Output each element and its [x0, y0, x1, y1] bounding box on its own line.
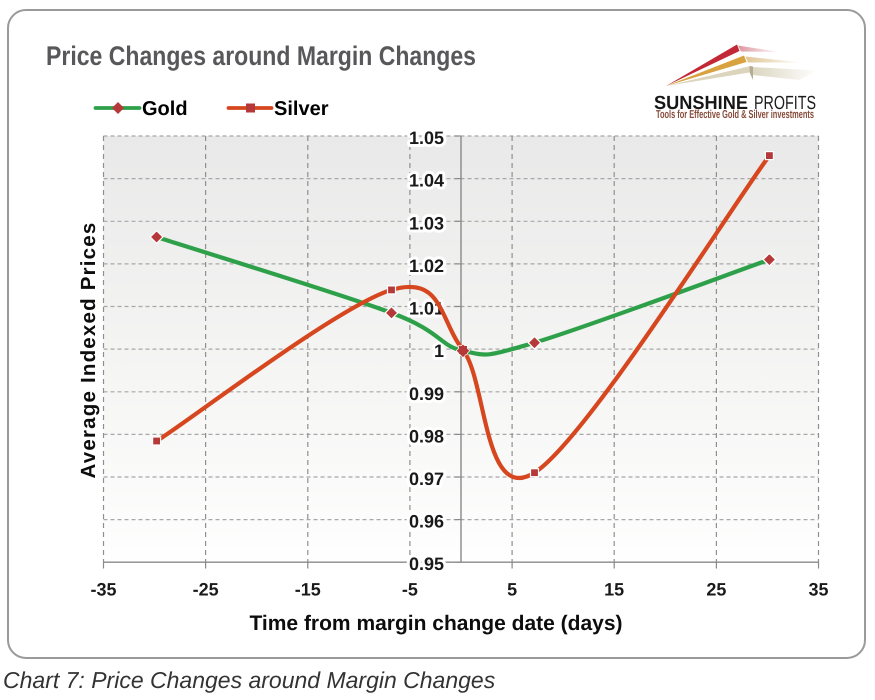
svg-text:1.05: 1.05: [409, 128, 444, 148]
svg-text:0.98: 0.98: [409, 426, 444, 446]
svg-text:Gold: Gold: [142, 98, 188, 120]
svg-text:0.97: 0.97: [409, 469, 444, 489]
svg-text:Chart 7: Price Changes around: Chart 7: Price Changes around Margin Cha…: [3, 667, 496, 693]
svg-text:15: 15: [604, 580, 624, 600]
svg-text:Time from margin change date (: Time from margin change date (days): [249, 612, 622, 635]
svg-text:-25: -25: [193, 580, 219, 600]
svg-text:Silver: Silver: [274, 98, 329, 120]
svg-text:1.02: 1.02: [409, 256, 444, 276]
svg-text:25: 25: [706, 580, 726, 600]
svg-text:0.96: 0.96: [409, 512, 444, 532]
svg-text:35: 35: [808, 580, 828, 600]
svg-text:1.03: 1.03: [409, 213, 444, 233]
svg-text:Price Changes around Margin Ch: Price Changes around Margin Changes: [46, 41, 476, 71]
svg-text:Tools for Effective Gold & Sil: Tools for Effective Gold & Silver invest…: [656, 109, 814, 121]
svg-text:-5: -5: [402, 580, 418, 600]
svg-text:-15: -15: [295, 580, 321, 600]
svg-text:1.04: 1.04: [409, 171, 444, 191]
svg-text:0.99: 0.99: [409, 384, 444, 404]
svg-text:-35: -35: [90, 580, 116, 600]
svg-text:SUNSHINE: SUNSHINE: [654, 93, 748, 114]
svg-text:5: 5: [507, 580, 517, 600]
svg-text:PROFITS: PROFITS: [754, 93, 816, 114]
svg-text:1: 1: [434, 341, 444, 361]
svg-text:0.95: 0.95: [409, 554, 444, 574]
svg-text:Average Indexed Prices: Average Indexed Prices: [77, 222, 100, 479]
